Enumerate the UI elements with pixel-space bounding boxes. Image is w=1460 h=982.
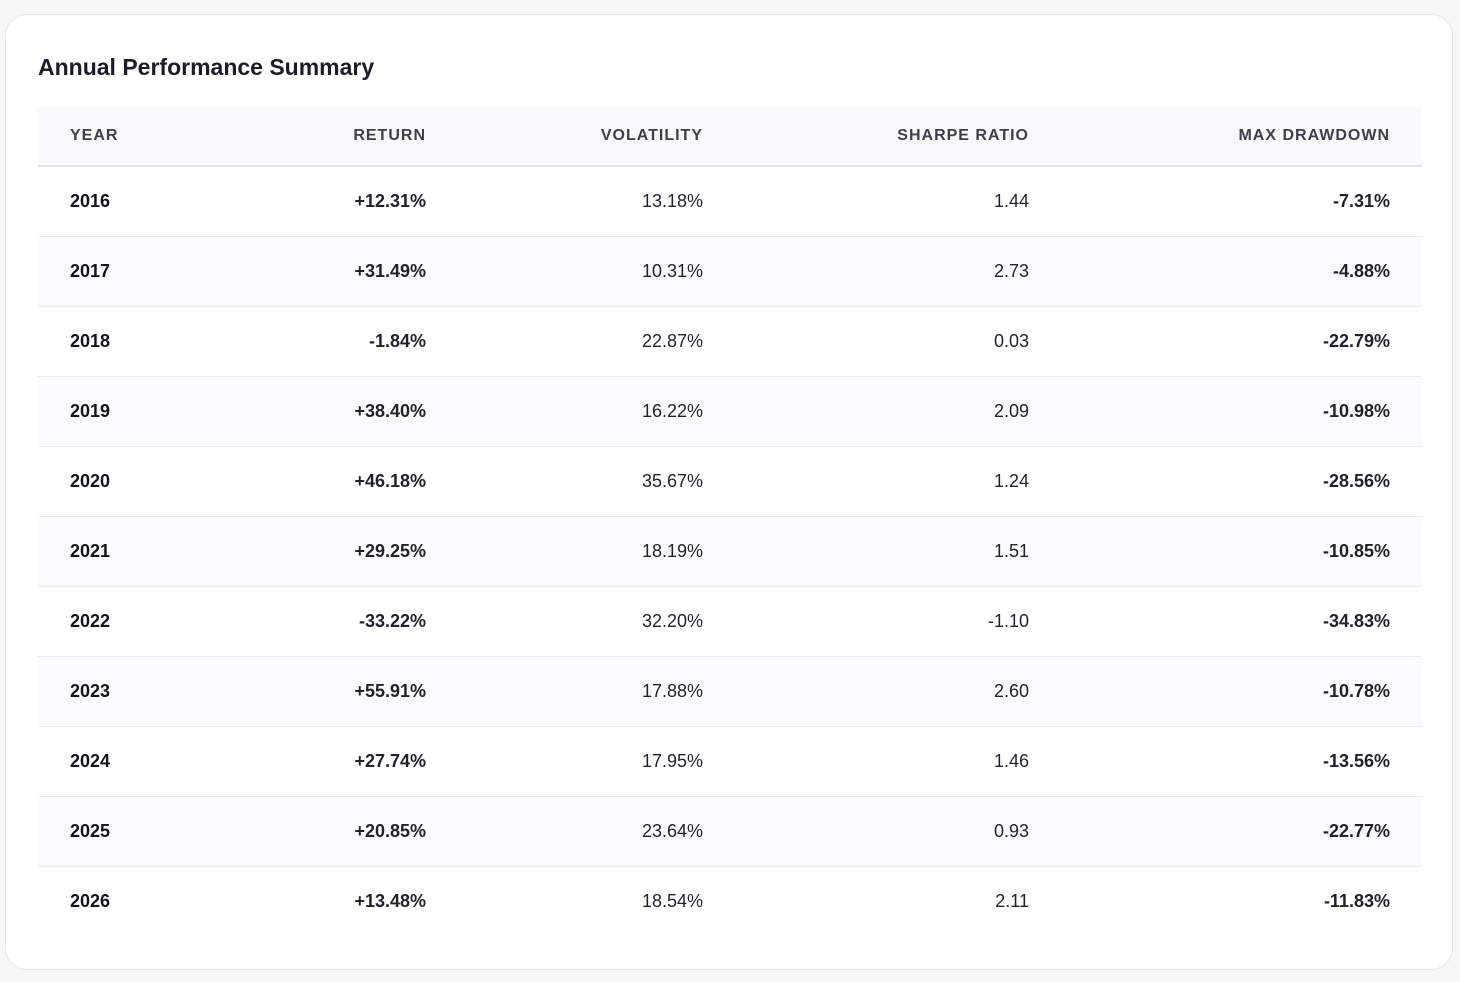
table-header: YEAR RETURN VOLATILITY SHARPE RATIO MAX … bbox=[38, 107, 1422, 167]
cell-max-drawdown: -13.56% bbox=[1061, 726, 1422, 797]
cell-sharpe-ratio: 1.51 bbox=[735, 516, 1061, 587]
card-title: Annual Performance Summary bbox=[38, 54, 375, 80]
cell-return: +55.91% bbox=[228, 656, 458, 727]
column-header-volatility[interactable]: VOLATILITY bbox=[458, 107, 735, 167]
table-row: 2026 +13.48% 18.54% 2.11 -11.83% bbox=[38, 866, 1422, 936]
column-header-year[interactable]: YEAR bbox=[38, 107, 228, 167]
cell-sharpe-ratio: 0.03 bbox=[735, 306, 1061, 377]
cell-volatility: 13.18% bbox=[458, 166, 735, 237]
cell-max-drawdown: -4.88% bbox=[1061, 236, 1422, 307]
cell-return: +31.49% bbox=[228, 236, 458, 307]
cell-return: +38.40% bbox=[228, 376, 458, 447]
table-row: 2017 +31.49% 10.31% 2.73 -4.88% bbox=[38, 236, 1422, 307]
cell-volatility: 22.87% bbox=[458, 306, 735, 377]
header-row: YEAR RETURN VOLATILITY SHARPE RATIO MAX … bbox=[38, 107, 1422, 167]
cell-return: +29.25% bbox=[228, 516, 458, 587]
cell-max-drawdown: -34.83% bbox=[1061, 586, 1422, 657]
cell-return: +13.48% bbox=[354, 890, 426, 911]
table-row: 2023 +55.91% 17.88% 2.60 -10.78% bbox=[38, 656, 1422, 727]
column-header-max-drawdown[interactable]: MAX DRAWDOWN bbox=[1061, 107, 1422, 167]
cell-max-drawdown: -11.83% bbox=[1323, 890, 1390, 911]
table-row: 2025 +20.85% 23.64% 0.93 -22.77% bbox=[38, 796, 1422, 867]
cell-max-drawdown: -7.31% bbox=[1061, 166, 1422, 237]
cell-max-drawdown: -28.56% bbox=[1061, 446, 1422, 517]
cell-year: 2026 bbox=[70, 890, 111, 911]
performance-summary-card: Annual Performance Summary YEAR RETURN V… bbox=[5, 14, 1453, 970]
cell-sharpe-ratio: 1.46 bbox=[735, 726, 1061, 797]
cell-sharpe-ratio: 2.09 bbox=[735, 376, 1061, 447]
cell-volatility: 32.20% bbox=[458, 586, 735, 657]
cell-sharpe-ratio: 2.60 bbox=[735, 656, 1061, 727]
cell-return: +46.18% bbox=[228, 446, 458, 517]
cell-sharpe-ratio: -1.10 bbox=[735, 586, 1061, 657]
column-header-sharpe-ratio[interactable]: SHARPE RATIO bbox=[735, 107, 1061, 167]
table-row: 2021 +29.25% 18.19% 1.51 -10.85% bbox=[38, 516, 1422, 587]
table-row: 2022 -33.22% 32.20% -1.10 -34.83% bbox=[38, 586, 1422, 657]
cell-sharpe-ratio: 1.44 bbox=[735, 166, 1061, 237]
table-row: 2019 +38.40% 16.22% 2.09 -10.98% bbox=[38, 376, 1422, 447]
cell-return: +20.85% bbox=[228, 796, 458, 867]
cell-volatility: 17.88% bbox=[458, 656, 735, 727]
cell-sharpe-ratio: 1.24 bbox=[735, 446, 1061, 517]
cell-year: 2024 bbox=[38, 726, 228, 797]
cell-volatility: 10.31% bbox=[458, 236, 735, 307]
cell-year: 2025 bbox=[38, 796, 228, 867]
cell-year: 2016 bbox=[38, 166, 228, 237]
cell-volatility: 35.67% bbox=[458, 446, 735, 517]
cell-return: -33.22% bbox=[228, 586, 458, 657]
cell-sharpe-ratio: 2.11 bbox=[995, 890, 1029, 911]
table-body: 2016 +12.31% 13.18% 1.44 -7.31% 2017 +31.49% 10… bbox=[38, 166, 1422, 936]
cell-sharpe-ratio: 2.73 bbox=[735, 236, 1061, 307]
cell-max-drawdown: -10.98% bbox=[1061, 376, 1422, 447]
cell-max-drawdown: -22.77% bbox=[1061, 796, 1422, 867]
table-row: 2020 +46.18% 35.67% 1.24 -28.56% bbox=[38, 446, 1422, 517]
cell-volatility: 23.64% bbox=[458, 796, 735, 867]
cell-year: 2021 bbox=[38, 516, 228, 587]
performance-table: YEAR RETURN VOLATILITY SHARPE RATIO MAX … bbox=[38, 107, 1422, 936]
cell-max-drawdown: -10.78% bbox=[1061, 656, 1422, 727]
cell-return: -1.84% bbox=[228, 306, 458, 377]
cell-max-drawdown: -10.85% bbox=[1061, 516, 1422, 587]
cell-sharpe-ratio: 0.93 bbox=[735, 796, 1061, 867]
table-row: 2024 +27.74% 17.95% 1.46 -13.56% bbox=[38, 726, 1422, 797]
cell-volatility: 16.22% bbox=[458, 376, 735, 447]
cell-max-drawdown: -22.79% bbox=[1061, 306, 1422, 377]
cell-year: 2017 bbox=[38, 236, 228, 307]
cell-volatility: 18.54% bbox=[641, 890, 703, 911]
cell-return: +27.74% bbox=[228, 726, 458, 797]
cell-volatility: 17.95% bbox=[458, 726, 735, 797]
column-header-return[interactable]: RETURN bbox=[228, 107, 458, 167]
cell-return: +12.31% bbox=[228, 166, 458, 237]
cell-volatility: 18.19% bbox=[458, 516, 735, 587]
cell-year: 2018 bbox=[38, 306, 228, 377]
cell-year: 2023 bbox=[38, 656, 228, 727]
cell-year: 2020 bbox=[38, 446, 228, 517]
cell-year: 2022 bbox=[38, 586, 228, 657]
table-row: 2018 -1.84% 22.87% 0.03 -22.79% bbox=[38, 306, 1422, 377]
cell-year: 2019 bbox=[38, 376, 228, 447]
table-row: 2016 +12.31% 13.18% 1.44 -7.31% bbox=[38, 166, 1422, 237]
